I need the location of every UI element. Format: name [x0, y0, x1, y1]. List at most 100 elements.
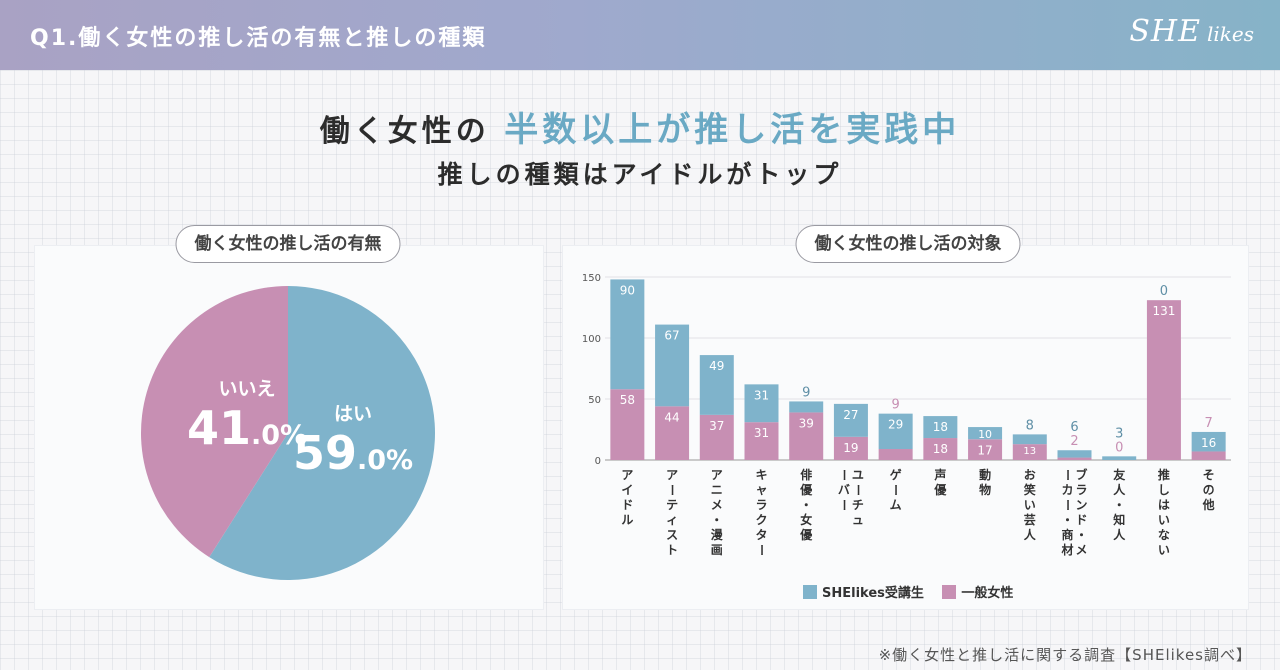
- category-label-char: ィ: [666, 513, 678, 527]
- category-label-char: 俳: [800, 467, 812, 482]
- category-label-char: イ: [621, 483, 633, 497]
- category-label-char: ー: [889, 484, 903, 496]
- headline-secondary: 推しの種類はアイドルがトップ: [437, 160, 843, 189]
- category-label-char: 画: [711, 543, 723, 557]
- value-label-she: 31: [754, 388, 769, 402]
- category-label-char: ニ: [711, 483, 723, 497]
- bar-she: [789, 401, 824, 413]
- category-label-char: ブ: [1075, 467, 1087, 482]
- bar-she: [744, 384, 779, 423]
- bar-she: [655, 324, 690, 407]
- value-label-general: 131: [1152, 304, 1175, 318]
- headline-accent: 半数以上が推し活を実践中: [504, 110, 961, 150]
- bar-general: [655, 406, 690, 460]
- bar-she: [1102, 456, 1137, 460]
- category-label-char: 推: [1158, 467, 1170, 482]
- pie-chart: [141, 286, 435, 580]
- category-label-char: ア: [621, 468, 633, 482]
- pie-label-no-int: 41: [187, 401, 252, 455]
- legend-item-general: 一般女性: [942, 585, 1014, 601]
- value-label-she: 8: [1026, 418, 1034, 433]
- bar-legend: SHElikes受講生 一般女性: [803, 582, 1027, 601]
- category-label-char: 人: [1113, 482, 1126, 497]
- category-label-char: ゲ: [890, 467, 902, 482]
- category-label-char: テ: [666, 498, 678, 512]
- shelikes-logo: SHE likes: [1129, 14, 1254, 49]
- category-label-char: キ: [755, 468, 767, 482]
- category-label-char: カ: [1061, 483, 1073, 497]
- category-label-char: 材: [1060, 542, 1073, 557]
- category-label-char: ー: [755, 544, 769, 556]
- bar-general: [789, 412, 824, 460]
- question-title: Q1.働く女性の推し活の有無と推しの種類: [30, 26, 487, 51]
- bar-she: [923, 416, 958, 439]
- category-label-char: ム: [890, 498, 902, 512]
- value-label-she: 16: [1201, 436, 1216, 450]
- category-label-char: ド: [1075, 513, 1087, 527]
- legend-label-general: 一般女性: [961, 586, 1014, 601]
- category-label-char: ユ: [852, 468, 864, 482]
- legend-swatch-general: [942, 585, 957, 599]
- pie-label-no-name: いいえ: [218, 378, 276, 400]
- category-label-char: ャ: [755, 483, 767, 497]
- headline-prefix: 働く女性の: [319, 114, 490, 149]
- header-banner: Q1.働く女性の推し活の有無と推しの種類 SHE likes: [0, 0, 1280, 70]
- category-label-char: 女: [800, 512, 812, 527]
- value-label-general: 7: [1205, 416, 1213, 431]
- category-label-char: ー: [665, 484, 679, 496]
- category-label-char: 声: [933, 467, 946, 482]
- bar-general: [744, 422, 779, 460]
- bar-general: [1012, 444, 1047, 460]
- bar-she: [1012, 434, 1047, 445]
- category-label-char: ア: [711, 468, 723, 482]
- category-label-char: ク: [755, 513, 767, 527]
- value-label-she: 29: [888, 418, 903, 432]
- value-label-general: 9: [892, 398, 900, 413]
- bar-she: [1191, 431, 1226, 452]
- category-label-char: い: [1158, 543, 1170, 557]
- value-label-she: 10: [978, 428, 992, 441]
- value-label-she: 49: [709, 359, 724, 373]
- pie-slice-no: [141, 286, 288, 558]
- category-label-char: タ: [755, 528, 767, 542]
- category-label-char: な: [1158, 528, 1170, 542]
- value-label-she: 3: [1115, 426, 1123, 441]
- bar-she: [833, 403, 868, 437]
- category-label-char: 優: [933, 482, 947, 497]
- category-label-char: の: [1203, 483, 1215, 497]
- bar-panel-title: 働く女性の推し活の対象: [795, 225, 1021, 263]
- y-tick-label: 100: [582, 334, 601, 345]
- category-label-char: ・: [711, 513, 723, 527]
- bar-panel: 0 50 100 150 58 90 アイドル 44 67 アーティスト 37 49 アニメ・漫画 31 3…: [562, 245, 1249, 610]
- pie-label-yes-dec: .0%: [357, 445, 414, 476]
- bar-general: [1146, 300, 1181, 460]
- bar-general: [699, 414, 734, 460]
- bar-general: [1057, 457, 1092, 460]
- category-label-char: 優: [799, 527, 813, 542]
- pie-label-no-dec: .0%: [251, 420, 308, 451]
- headline-primary: 働く女性の 半数以上が推し活を実践中: [0, 102, 1280, 151]
- legend-label-she: SHElikes受講生: [822, 586, 924, 601]
- value-label-she: 90: [620, 283, 635, 297]
- category-label-char: 商: [1061, 527, 1073, 542]
- bar-general: [968, 439, 1003, 460]
- category-label-char: 芸: [1024, 512, 1036, 527]
- bar-general: [610, 389, 645, 460]
- value-label-general: 44: [664, 410, 679, 424]
- category-label-char: ド: [621, 498, 633, 512]
- category-label-char: 知: [1112, 512, 1125, 527]
- pie-label-yes: はい 59.0%: [293, 399, 413, 480]
- category-label-char: 友: [1112, 467, 1125, 482]
- category-label-char: ・: [1061, 513, 1073, 527]
- category-label-char: い: [1024, 498, 1036, 512]
- bar-she: [610, 279, 645, 390]
- category-label-char: ュ: [852, 513, 864, 527]
- category-label-char: 動: [979, 467, 991, 482]
- category-label-char: ト: [666, 543, 678, 557]
- legend-item-she: SHElikes受講生: [803, 585, 924, 601]
- bar-general: [833, 436, 868, 460]
- category-label-char: ・: [800, 498, 812, 512]
- bar-chart: 0501001505890アイドル4467アーティスト3749アニメ・漫画313…: [582, 273, 1231, 557]
- category-label-char: ・: [1075, 528, 1087, 542]
- category-label-char: ル: [621, 513, 633, 527]
